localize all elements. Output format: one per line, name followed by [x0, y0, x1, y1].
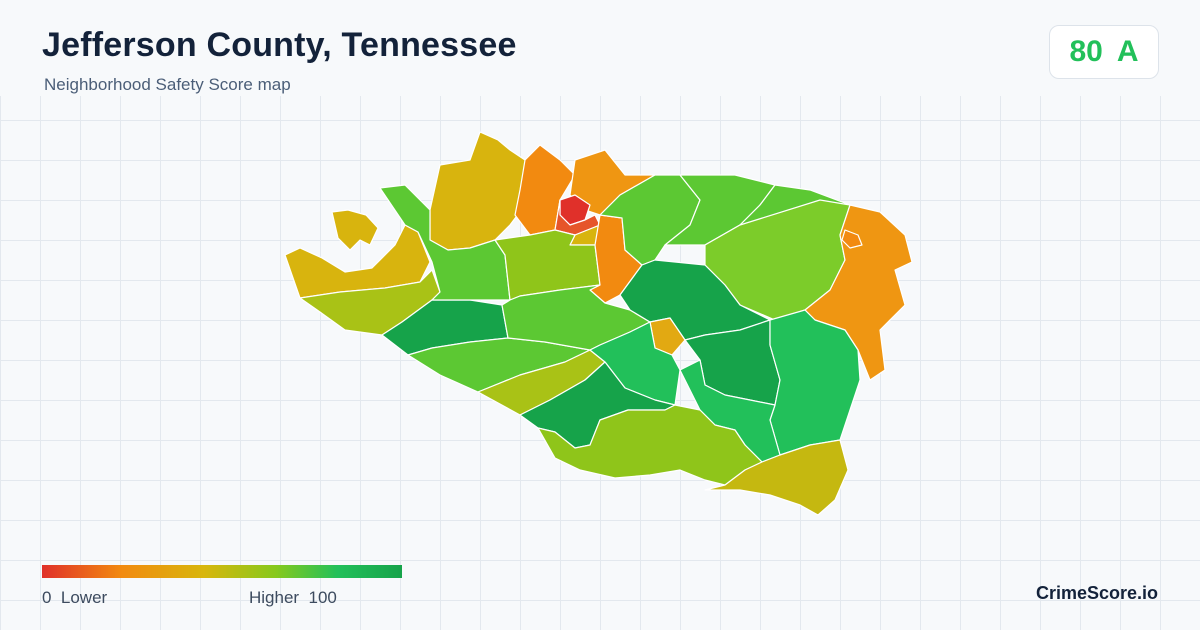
page-subtitle: Neighborhood Safety Score map [44, 75, 291, 94]
legend-low-label: 0 Lower [42, 588, 108, 607]
score-value: 80 [1069, 35, 1103, 68]
region-east-bright-green[interactable] [769, 309, 861, 456]
score-grade: A [1116, 35, 1139, 68]
page-title: Jefferson County, Tennessee [42, 26, 517, 64]
region-east-orange-town[interactable] [841, 229, 863, 249]
region-south-yellowgreen-2[interactable] [537, 404, 763, 486]
legend-high-label: Higher 100 [249, 588, 337, 607]
brand-logo-text[interactable]: CrimeScore.io [1036, 583, 1159, 603]
region-south-olive[interactable] [704, 439, 849, 516]
legend-gradient-bar [42, 565, 402, 578]
region-far-west-hook[interactable] [331, 209, 379, 251]
region-east-orange[interactable] [804, 204, 913, 381]
safety-score-badge: 80 A [1049, 25, 1159, 79]
